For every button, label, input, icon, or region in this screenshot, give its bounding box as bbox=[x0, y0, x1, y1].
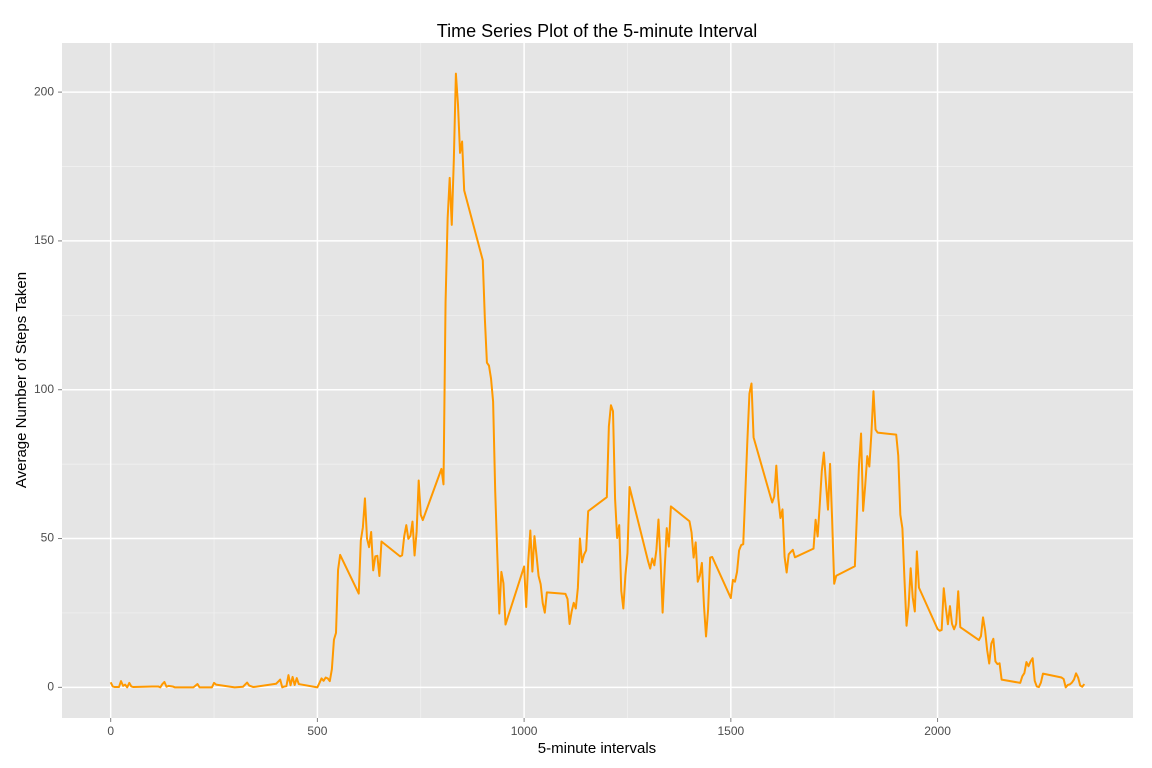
x-tick-label: 500 bbox=[307, 724, 327, 738]
panel bbox=[62, 43, 1133, 718]
y-tick-label: 200 bbox=[34, 84, 54, 98]
y-tick-label: 100 bbox=[34, 382, 54, 396]
y-tick-label: 50 bbox=[41, 531, 55, 545]
x-tick-label: 1500 bbox=[717, 724, 744, 738]
x-tick-label: 1000 bbox=[511, 724, 538, 738]
y-axis-label: Average Number of Steps Taken bbox=[13, 272, 30, 488]
chart-title: Time Series Plot of the 5-minute Interva… bbox=[437, 21, 757, 41]
line bbox=[109, 72, 1086, 689]
y-tick-label: 150 bbox=[34, 233, 54, 247]
y-tick-label: 0 bbox=[47, 680, 54, 694]
x-tick-label: 0 bbox=[107, 724, 114, 738]
x-axis-label: 5-minute intervals bbox=[538, 740, 656, 757]
x-tick-label: 2000 bbox=[924, 724, 951, 738]
